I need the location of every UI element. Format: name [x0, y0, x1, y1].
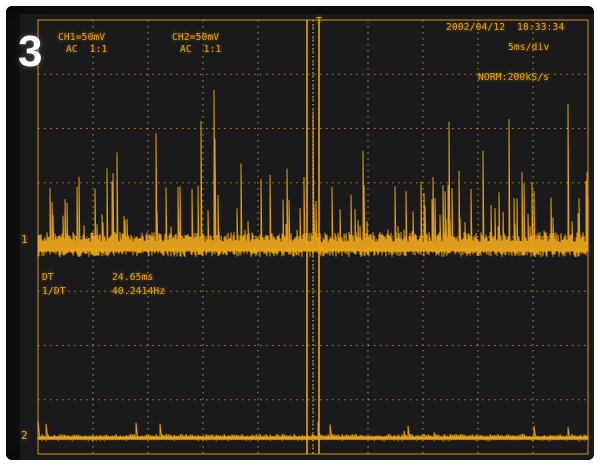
ch2-scale-label: CH2=50mV: [172, 32, 220, 43]
acquisition-label: NORM:200kS/s: [478, 72, 550, 83]
timebase-label: 5ms/div: [508, 42, 550, 53]
oscilloscope-photo: CH1=50mV AC 1:1 CH2=50mV AC 1:1 2002/04/…: [6, 6, 594, 460]
cursor-inverse-value: 40.2414Hz: [112, 286, 166, 297]
trigger-position-marker: T: [316, 16, 323, 27]
ch2-ground-marker: 2: [21, 429, 28, 442]
cursor-inverse-label: 1/DT: [42, 286, 66, 297]
ch2-coupling-label: AC 1:1: [180, 44, 222, 55]
panel-number-label: 3: [18, 27, 43, 76]
ch1-ground-marker: 1: [21, 233, 28, 246]
timestamp-label: 2002/04/12 18:33:34: [446, 22, 565, 33]
ch1-scale-label: CH1=50mV: [58, 32, 106, 43]
ch1-trace: [37, 89, 589, 258]
ch1-coupling-label: AC 1:1: [66, 44, 108, 55]
oscilloscope-screen: CH1=50mV AC 1:1 CH2=50mV AC 1:1 2002/04/…: [20, 14, 594, 460]
waveform-display: [37, 19, 589, 455]
cursor-dt-value: 24.65ms: [112, 272, 154, 283]
cursor-dt-label: DT: [42, 272, 54, 283]
